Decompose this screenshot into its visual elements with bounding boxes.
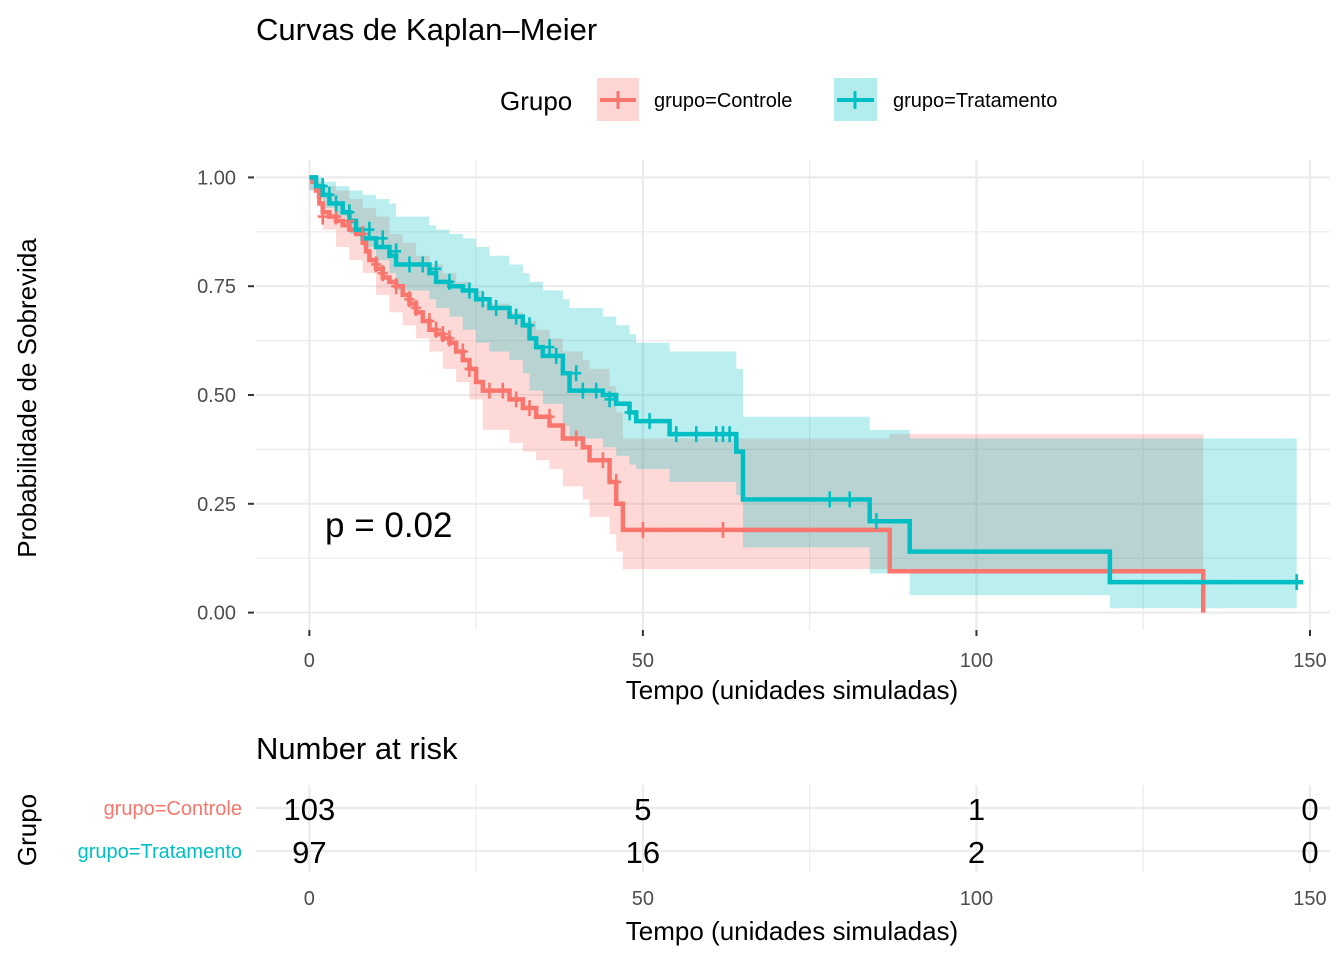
risk-x-tick-label: 50 [632,888,654,910]
risk-table-title: Number at risk [256,731,458,766]
ci-band-controle [309,177,1204,613]
p-value-annotation: p = 0.02 [325,506,452,545]
risk-row-label-controle: grupo=Controle [104,798,242,820]
risk-x-tick-label: 0 [304,888,315,910]
main-x-axis-label: Tempo (unidades simuladas) [626,675,958,705]
risk-x-tick-label: 100 [960,888,993,910]
risk-cell-tratamento: 2 [968,835,985,870]
chart-title: Curvas de Kaplan–Meier [256,12,597,47]
risk-x-axis-label: Tempo (unidades simuladas) [626,916,958,946]
risk-table-axes: 0 50 100 150 [304,888,1327,910]
main-plot-grid [256,160,1330,630]
x-tick-label: 100 [960,650,993,672]
y-tick-label: 0.25 [197,494,236,516]
risk-y-axis-label: Grupo [12,794,42,866]
risk-cell-tratamento: 97 [292,835,326,870]
risk-table-grid [256,785,1330,872]
risk-cell-controle: 0 [1301,792,1318,827]
main-y-axis-label: Probabilidade de Sobrevida [12,238,42,558]
risk-cell-controle: 1 [968,792,985,827]
confidence-bands [309,177,1297,613]
risk-x-tick-label: 150 [1293,888,1326,910]
y-tick-label: 1.00 [197,167,236,189]
x-tick-label: 0 [304,650,315,672]
legend-label-tratamento: grupo=Tratamento [893,90,1057,112]
y-tick-label: 0.75 [197,276,236,298]
main-axes: 0 50 100 150 0.00 0.25 0.50 0.75 1.00 [197,167,1327,672]
legend: Grupo grupo=Controle grupo=Tratamento [500,78,1057,121]
censor-marks [317,178,1302,591]
risk-cell-controle: 5 [634,792,651,827]
y-tick-label: 0.50 [197,385,236,407]
ci-band-tratamento [309,177,1297,609]
risk-cell-tratamento: 16 [626,835,660,870]
risk-table-cells: 103 5 1 0 97 16 2 0 [283,792,1318,870]
risk-cell-tratamento: 0 [1301,835,1318,870]
legend-title: Grupo [500,86,572,116]
x-tick-label: 150 [1293,650,1326,672]
x-tick-label: 50 [632,650,654,672]
legend-label-controle: grupo=Controle [654,90,792,112]
risk-row-label-tratamento: grupo=Tratamento [78,841,242,863]
y-tick-label: 0.00 [197,603,236,625]
risk-cell-controle: 103 [283,792,335,827]
survival-curve-tratamento [309,175,1304,585]
